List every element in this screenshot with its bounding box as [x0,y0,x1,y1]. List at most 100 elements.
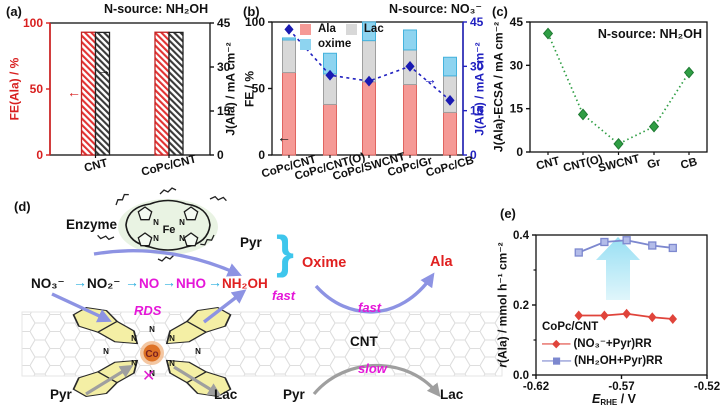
legend-label-oxime: oxime [318,38,352,50]
tick-label: 0.4 [513,230,530,242]
tick-label: -0.62 [523,381,549,393]
panel-c: 0 15 30 45 (c) N-source: NH₂OH J(Ala)-ECSA … [485,0,727,195]
lac-bottom-left-label: Lac [214,387,238,402]
panel-b-letter: (b) [243,4,260,19]
n-atom-label: N [179,218,185,227]
enzyme-structure: N NN NFe [97,187,227,262]
data-point-diamond [364,75,374,87]
slow-label: slow [358,361,387,376]
data-point-diamond [405,60,415,72]
panel-c-canvas: 0 15 30 45 [510,15,708,159]
bar-fe [154,31,170,156]
tick-label: 15 [470,104,484,118]
fast-left-label: fast [272,288,296,303]
arrow-pyr-to-copc [85,364,134,396]
bar-segment-oxime [443,56,457,77]
co-atom-label: Co [145,349,158,360]
right-axis-arrow: → [423,71,437,87]
tick-label: 45 [217,16,231,30]
step-arrow-4: → [208,274,222,290]
legend-title: CoPc/CNT [542,321,599,333]
legend-marker-no3-icon: —◆— [542,337,570,350]
pathway-nh2oh: NH₂OH [222,276,268,291]
panel-a-ylabel-right: J(Ala) / mA cm⁻² [223,42,238,136]
data-point-diamond [648,120,660,133]
n-atom-label: N [149,325,155,334]
bar-fe [80,31,97,156]
tick-label: 0 [36,148,43,162]
step-arrow-2: → [125,274,139,290]
xlabel-sub: RHE [600,398,618,407]
arrow-pyr-to-lac-slow [312,364,441,398]
n-atom-label: N [153,218,159,227]
right-axis-arrow: → [97,62,111,78]
tick-label: -0.57 [608,381,634,393]
tick-label: -0.52 [694,381,720,393]
panel-a: 0 50 100 0 15 30 45 ← → (a) N-source: NH₂OH FE(A… [0,0,240,195]
tick-label: 15 [217,104,231,118]
n-atom-label: N [103,347,109,356]
panel-e: 0.0 0.2 0.4 -0.62 -0.57 -0.52 (e) r(Ala) / mm… [490,180,727,417]
bar-segment-Lac [443,75,457,113]
n-atom-label: N [131,359,137,368]
tick-label: 50 [30,82,44,96]
tick-label: 15 [510,102,524,116]
legend-swatch-lac [345,23,357,35]
legend-label-nh2oh: (NH₂OH+Pyr)RR [574,354,663,367]
bar-segment-Ala [403,84,417,156]
data-point-diamond [668,314,678,324]
panel-b-title: N-source: NO₃⁻ [389,2,482,16]
enhancement-arrow-icon [596,237,640,300]
data-point-square [648,241,657,250]
tick-label: 30 [510,58,524,72]
brace-icon: } [276,226,294,278]
rds-label: RDS [134,303,162,318]
panel-a-letter: (a) [6,4,22,19]
panel-c-title: N-source: NH₂OH [597,27,702,41]
legend-label-no3: (NO₃⁻+Pyr)RR [573,338,652,350]
n-atom-label: N [169,359,175,368]
n-atom-label: N [169,334,175,343]
data-point-diamond [577,108,589,121]
data-point-diamond [284,24,294,35]
fe-atom-label: Fe [163,224,176,236]
xlabel-rest: / V [617,392,636,406]
arrow-oxime-to-ala-fast [314,272,435,314]
data-point-diamond [325,69,335,81]
n-atom-label: N [195,347,201,356]
arrow-copc-to-lac [173,365,222,397]
lac-bottom-right-label: Lac [440,387,464,402]
bar-segment-oxime [403,29,417,51]
data-point-square [574,248,583,257]
tick-label: 45 [510,15,524,29]
step-arrow-1: → [73,274,87,290]
panel-c-letter: (c) [492,4,508,19]
panel-b: 0 50 100 0 15 30 45 ← → (b) N-source: NO₃⁻ FE / … [240,0,490,195]
data-point-diamond [648,312,657,323]
data-point-diamond [574,310,583,321]
tick-label: 0.2 [513,300,529,312]
tick-label: 0.0 [513,370,529,382]
tick-label: 0 [258,148,265,162]
data-point-diamond [542,27,554,40]
panel-e-xlabel: ERHE / V [592,392,636,407]
bar-segment-Ala [362,81,376,156]
data-point-square [600,237,609,247]
panel-b-ylabel-left: FE / % [242,70,257,108]
panel-e-canvas: 0.0 0.2 0.4 -0.62 -0.57 -0.52 [513,230,720,393]
tick-label: 0 [217,148,224,162]
j-line [288,28,451,101]
pathway-nho: NHO [176,276,206,291]
data-point-diamond [445,94,455,106]
n-atom-label: N [149,369,155,378]
arrow-enzyme-to-nh2oh [93,249,242,277]
panel-a-title: N-source: NH₂OH [104,2,209,16]
oxime-label: Oxime [302,255,347,271]
ylabel-italic: r [495,363,510,368]
arrow-copc-to-nh2oh [202,289,247,324]
ylabel-rest: (Ala) / mmol h⁻¹ cm⁻² [495,242,510,364]
legend-swatch-oxime [300,38,311,50]
pyr-top-label: Pyr [240,235,262,250]
legend-row-2: oxime [300,38,351,50]
